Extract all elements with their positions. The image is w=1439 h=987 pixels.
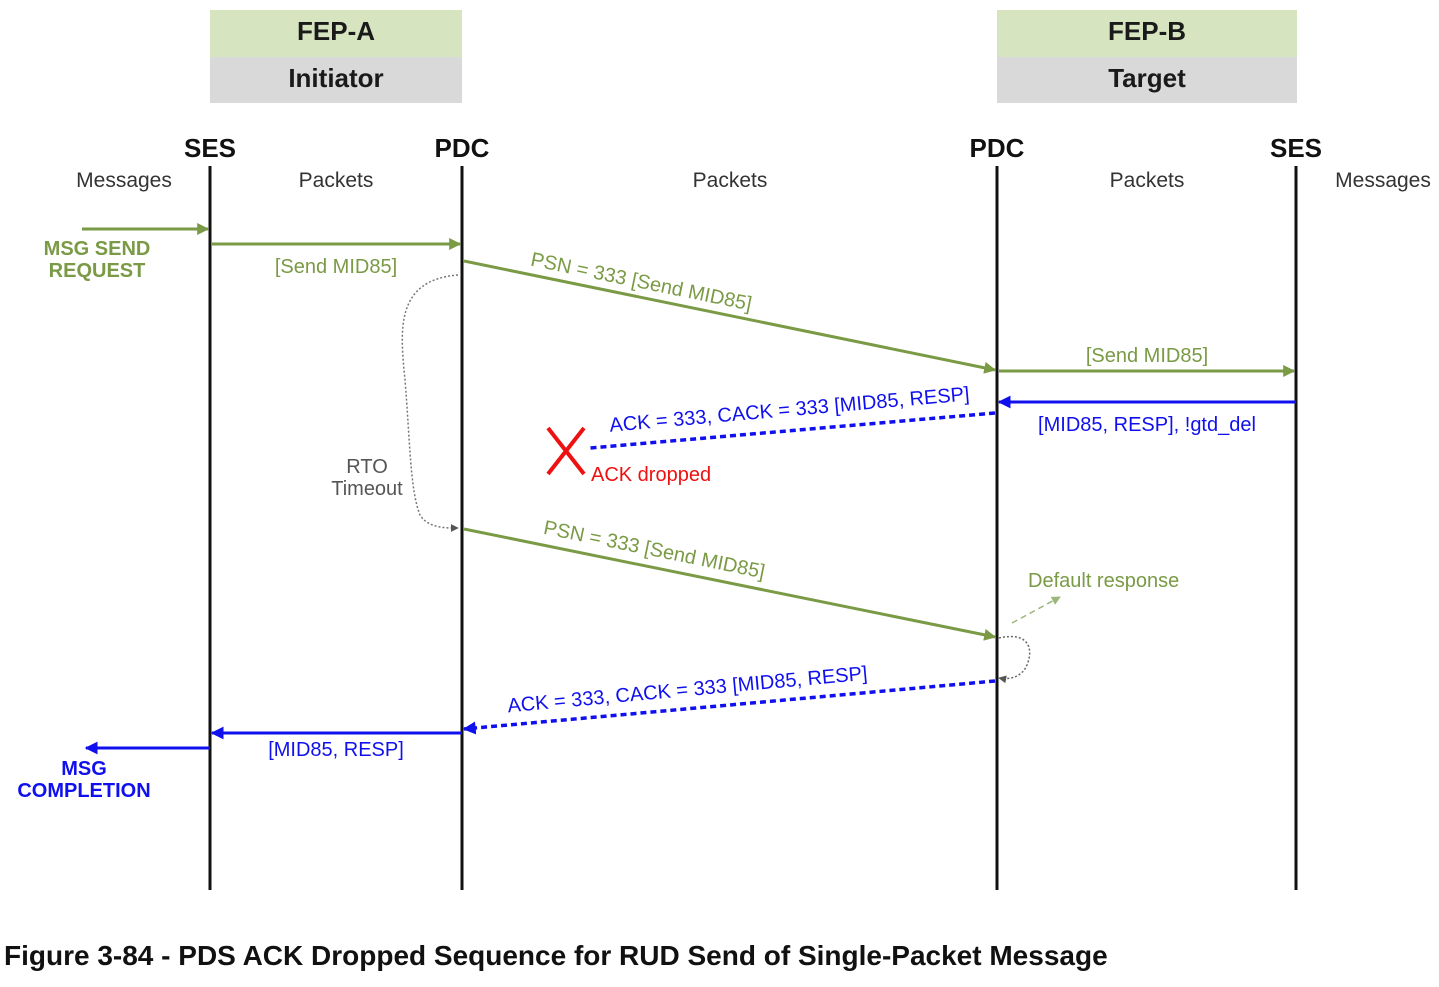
send-pdc-to-ses-label: [Send MID85] — [1086, 345, 1208, 367]
msg-send-request-label-1: MSG SEND — [44, 238, 151, 260]
fep-a-role: Initiator — [288, 63, 383, 93]
msg-send-request-label-2: REQUEST — [49, 260, 146, 282]
messages-label-right: Messages — [1335, 169, 1431, 192]
ack-first-line — [589, 411, 996, 450]
fep-a-name: FEP-A — [297, 16, 375, 46]
fep-b-name: FEP-B — [1108, 16, 1186, 46]
psn-first-arrow — [463, 259, 997, 374]
packets-label-mid: Packets — [693, 169, 768, 192]
ack-dropped-x-icon — [546, 426, 586, 476]
default-response-arrow — [1011, 596, 1061, 624]
default-response-label: Default response — [1028, 570, 1179, 592]
psn-second-arrow — [463, 527, 997, 641]
ack-second-label: ACK = 333, CACK = 333 [MID85, RESP] — [507, 663, 869, 718]
default-response-loop — [998, 635, 1031, 684]
ack-dropped-label: ACK dropped — [591, 464, 711, 486]
fep-a-header: FEP-A Initiator — [210, 10, 462, 103]
packets-label-b: Packets — [1110, 169, 1185, 192]
resp-ses-to-pdc-label: [MID85, RESP], !gtd_del — [1038, 414, 1256, 436]
messages-label-left: Messages — [76, 169, 172, 192]
send-ses-to-pdc-label: [Send MID85] — [275, 256, 397, 278]
ack-first-label: ACK = 333, CACK = 333 [MID85, RESP] — [609, 383, 971, 436]
figure-caption: Figure 3-84 - PDS ACK Dropped Sequence f… — [4, 940, 1108, 971]
psn-second-label: PSN = 333 [Send MID85] — [542, 517, 767, 583]
lane-title-pdc-b: PDC — [970, 133, 1025, 163]
sequence-diagram: FEP-A Initiator FEP-B Target SES PDC PDC… — [17, 10, 1431, 890]
msg-completion-label-1: MSG — [61, 758, 107, 780]
msg-completion-label-2: COMPLETION — [17, 780, 150, 802]
rto-label-2: Timeout — [331, 478, 403, 500]
lane-title-ses-a: SES — [184, 133, 236, 163]
lane-title-pdc-a: PDC — [435, 133, 490, 163]
fep-b-header: FEP-B Target — [997, 10, 1297, 103]
ack-second-arrow — [462, 679, 996, 735]
rto-timeout-curve — [401, 274, 459, 532]
fep-b-role: Target — [1108, 63, 1186, 93]
rto-label-1: RTO — [346, 456, 388, 478]
lane-title-ses-b: SES — [1270, 133, 1322, 163]
packets-label-a: Packets — [299, 169, 374, 192]
resp-pdc-to-ses-label: [MID85, RESP] — [268, 739, 404, 761]
